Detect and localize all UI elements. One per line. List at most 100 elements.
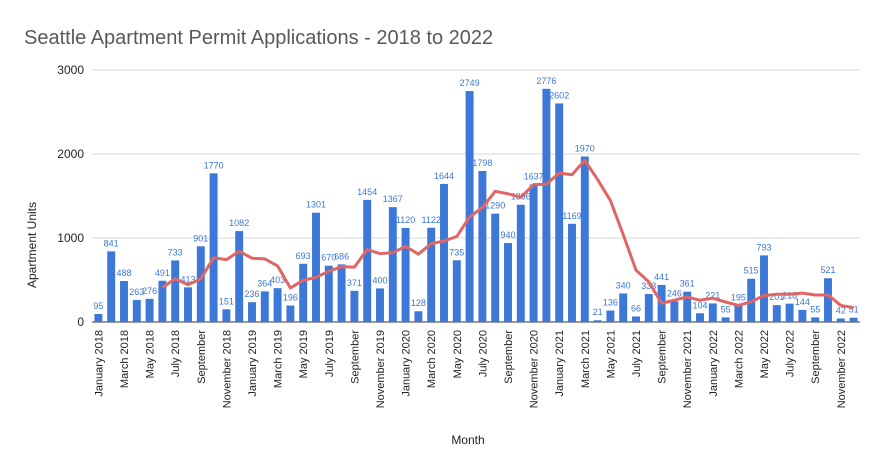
x-tick-label: November 2020 <box>529 330 541 408</box>
data-label: 940 <box>500 230 515 240</box>
bar <box>670 301 679 322</box>
data-label: 1798 <box>472 158 492 168</box>
x-tick-label: May 2020 <box>452 330 464 378</box>
y-tick-label: 2000 <box>57 147 84 161</box>
bar <box>478 170 487 322</box>
bar <box>824 278 832 322</box>
x-tick-label: January 2021 <box>554 330 566 397</box>
data-label: 1770 <box>204 160 224 170</box>
x-tick-label: November 2018 <box>221 330 233 408</box>
bar <box>350 290 359 322</box>
chart-title: Seattle Apartment Permit Applications - … <box>24 27 493 49</box>
x-tick-label: September <box>349 330 361 384</box>
x-tick-label: July 2021 <box>631 330 643 377</box>
data-label: 246 <box>667 288 682 298</box>
bar <box>734 305 743 322</box>
bar <box>504 243 512 322</box>
bar <box>452 260 461 322</box>
data-label: 333 <box>641 281 656 291</box>
data-label: 1644 <box>434 171 454 181</box>
data-label: 1082 <box>229 218 249 228</box>
bar <box>145 298 154 322</box>
data-label: 195 <box>731 293 746 303</box>
bar <box>363 199 372 322</box>
y-tick-label: 0 <box>77 315 84 329</box>
bar <box>772 305 781 322</box>
data-label: 340 <box>616 280 631 290</box>
bar <box>94 314 103 322</box>
bar <box>619 293 628 322</box>
bar <box>235 231 244 322</box>
bar <box>427 227 436 322</box>
data-label: 55 <box>721 304 731 314</box>
x-tick-label: September <box>657 330 669 384</box>
x-tick-label: March 2019 <box>273 330 285 388</box>
x-tick-label: November 2021 <box>682 330 694 408</box>
data-label: 735 <box>449 247 464 257</box>
x-tick-label: May 2021 <box>605 330 617 378</box>
x-tick-label: March 2022 <box>733 330 745 388</box>
bar <box>580 156 589 322</box>
x-tick-label: March 2020 <box>426 330 438 388</box>
bar <box>568 223 576 322</box>
data-label: 371 <box>347 278 362 288</box>
bar <box>632 316 640 322</box>
data-label: 1367 <box>383 194 403 204</box>
bar <box>555 103 564 322</box>
bar <box>683 291 692 322</box>
data-label: 686 <box>334 251 349 261</box>
bar <box>785 303 794 322</box>
data-label: 403 <box>270 275 285 285</box>
data-label: 221 <box>705 290 720 300</box>
bar <box>401 227 410 322</box>
bar <box>798 309 807 322</box>
bar <box>299 263 308 322</box>
bar <box>593 320 602 322</box>
data-label: 361 <box>680 279 695 289</box>
x-tick-label: January 2019 <box>247 330 259 397</box>
data-label: 693 <box>296 251 311 261</box>
bar <box>491 213 500 322</box>
data-label: 236 <box>244 289 259 299</box>
bar <box>209 173 218 322</box>
bar <box>273 288 282 322</box>
data-label: 144 <box>795 297 810 307</box>
bar <box>222 309 231 322</box>
data-label: 1169 <box>562 211 581 221</box>
bar <box>376 288 384 322</box>
data-label: 55 <box>810 304 820 314</box>
bar <box>337 264 346 322</box>
data-label: 488 <box>116 268 131 278</box>
data-label: 1454 <box>357 187 377 197</box>
x-tick-label: January 2020 <box>401 330 413 397</box>
x-tick-label: July 2018 <box>170 330 182 377</box>
bar <box>708 303 717 322</box>
bar <box>260 291 269 322</box>
data-label: 793 <box>756 242 771 252</box>
bar <box>849 317 858 322</box>
data-label: 901 <box>193 233 208 243</box>
bar <box>606 310 615 322</box>
bar <box>516 204 525 322</box>
bar <box>184 287 192 322</box>
x-tick-label: July 2020 <box>477 330 489 377</box>
bar <box>414 311 423 322</box>
data-label: 201 <box>769 292 784 302</box>
data-label: 441 <box>654 272 669 282</box>
data-label: 136 <box>603 298 618 308</box>
data-label: 1970 <box>575 144 595 154</box>
data-label: 1290 <box>485 201 505 211</box>
bar <box>811 317 820 322</box>
bar <box>158 280 167 322</box>
bar <box>324 265 333 322</box>
data-label: 2749 <box>460 78 480 88</box>
data-label: 263 <box>129 287 144 297</box>
x-tick-label: May 2019 <box>298 330 310 378</box>
x-tick-label: May 2022 <box>759 330 771 378</box>
data-label: 841 <box>104 238 119 248</box>
data-label: 491 <box>155 268 170 278</box>
data-label: 276 <box>142 286 157 296</box>
data-label: 670 <box>321 253 336 263</box>
bar <box>644 294 653 322</box>
